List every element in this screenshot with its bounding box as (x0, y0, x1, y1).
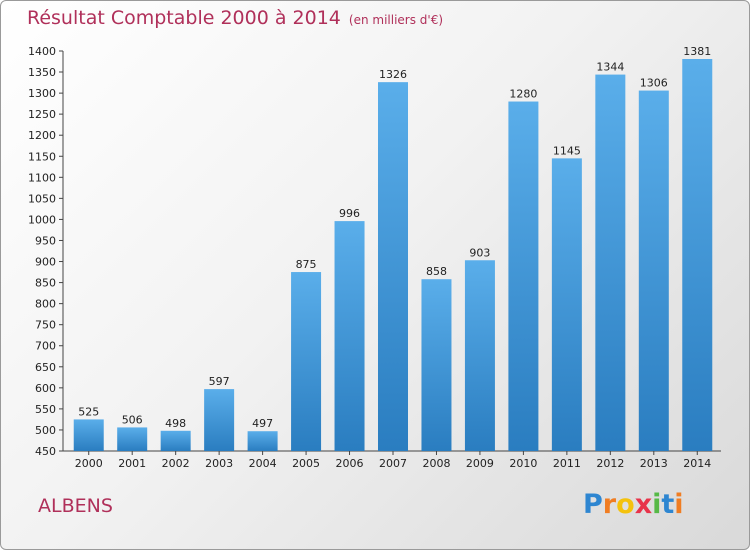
x-tick-label: 2010 (509, 457, 537, 470)
logo-letter: r (602, 489, 617, 520)
y-tick-label: 750 (35, 319, 56, 332)
bar-value-label: 525 (78, 405, 99, 418)
bar-value-label: 498 (165, 417, 186, 430)
bar (334, 221, 365, 451)
chart-unit: (en milliers d'€) (348, 13, 444, 27)
bar-value-label: 996 (339, 207, 360, 220)
chart-title-text: Résultat Comptable 2000 à 2014 (27, 7, 341, 29)
bar-value-label: 1326 (379, 68, 407, 81)
bar-value-label: 597 (209, 375, 230, 388)
bar-value-label: 1381 (683, 45, 711, 58)
x-tick-label: 2006 (336, 457, 364, 470)
y-tick-label: 500 (35, 424, 56, 437)
y-tick-label: 950 (35, 234, 56, 247)
x-tick-label: 2007 (379, 457, 407, 470)
logo-letter: i (674, 489, 684, 520)
y-tick-label: 800 (35, 298, 56, 311)
bar-value-label: 1280 (509, 88, 537, 101)
y-tick-label: 850 (35, 277, 56, 290)
x-tick-label: 2014 (683, 457, 711, 470)
x-tick-label: 2004 (249, 457, 277, 470)
y-tick-label: 550 (35, 403, 56, 416)
y-tick-label: 1100 (28, 171, 56, 184)
x-tick-label: 2008 (422, 457, 450, 470)
bar-value-label: 1306 (640, 77, 668, 90)
bar (117, 427, 148, 451)
y-tick-label: 700 (35, 340, 56, 353)
y-tick-label: 900 (35, 256, 56, 269)
y-tick-label: 1400 (28, 45, 56, 58)
logo-letter: x (634, 489, 653, 520)
x-tick-label: 2003 (205, 457, 233, 470)
y-tick-label: 1000 (28, 213, 56, 226)
y-tick-label: 1250 (28, 108, 56, 121)
y-tick-label: 650 (35, 361, 56, 374)
bar (247, 431, 278, 451)
y-tick-label: 1200 (28, 129, 56, 142)
bar (551, 158, 582, 452)
y-tick-label: 1350 (28, 66, 56, 79)
bar-value-label: 903 (469, 246, 490, 259)
bar-value-label: 506 (122, 413, 143, 426)
x-tick-label: 2013 (640, 457, 668, 470)
y-tick-label: 1050 (28, 192, 56, 205)
bar (378, 82, 408, 451)
logo-letter: i (652, 489, 662, 520)
chart-title: Résultat Comptable 2000 à 2014 (en millie… (27, 7, 443, 29)
bar (638, 90, 669, 451)
proxiti-logo: Proxiti (583, 489, 684, 520)
bar-value-label: 875 (296, 258, 317, 271)
bar-value-label: 497 (252, 417, 273, 430)
x-tick-label: 2005 (292, 457, 320, 470)
logo-letter: P (583, 489, 603, 520)
bar (595, 74, 626, 451)
logo-letter: o (616, 489, 635, 520)
y-tick-label: 450 (35, 445, 56, 458)
y-tick-label: 600 (35, 382, 56, 395)
bar (291, 272, 322, 451)
bar-value-label: 1145 (553, 144, 581, 157)
bar (682, 59, 713, 451)
bar (421, 279, 452, 451)
x-tick-label: 2012 (596, 457, 624, 470)
y-tick-label: 1150 (28, 150, 56, 163)
bar-value-label: 1344 (596, 61, 624, 74)
bar (160, 430, 191, 451)
x-tick-label: 2002 (162, 457, 190, 470)
logo-letter: t (661, 489, 675, 520)
x-tick-label: 2000 (75, 457, 103, 470)
x-tick-label: 2011 (553, 457, 581, 470)
x-tick-label: 2009 (466, 457, 494, 470)
bar-value-label: 858 (426, 265, 447, 278)
bar (204, 389, 235, 451)
place-label: ALBENS (38, 495, 113, 517)
bar (73, 419, 104, 451)
bar (464, 260, 495, 451)
y-tick-label: 1300 (28, 87, 56, 100)
bar (508, 101, 539, 452)
x-tick-label: 2001 (118, 457, 146, 470)
